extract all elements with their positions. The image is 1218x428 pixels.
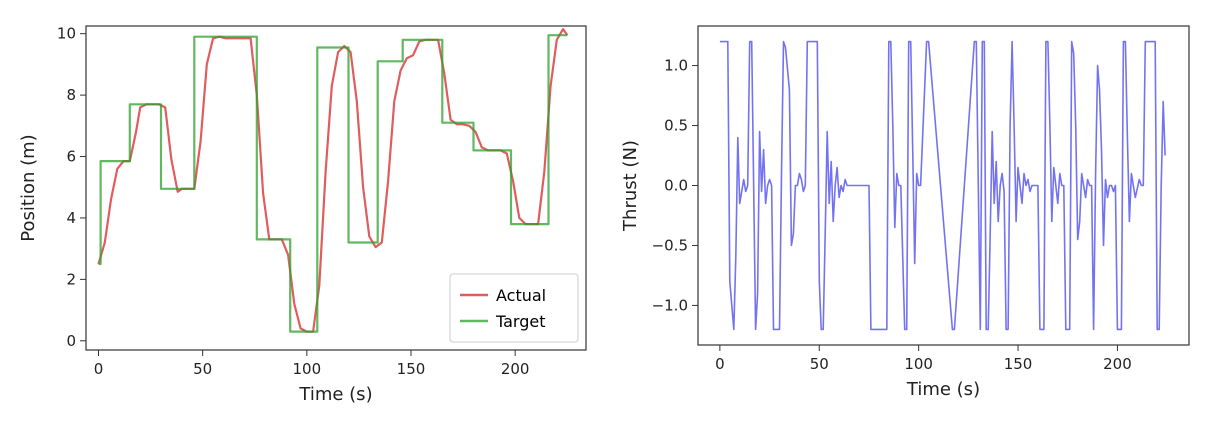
x-axis-title: Time (s)	[906, 379, 980, 400]
series-line-target	[98, 34, 568, 333]
y-tick-label: 0.0	[664, 177, 688, 195]
legend: Actual Target	[449, 273, 579, 343]
x-tick-label: 200	[1103, 355, 1132, 373]
plot-frame	[85, 25, 587, 351]
y-tick-label: 8	[66, 86, 76, 104]
x-axis-title: Time (s)	[298, 384, 372, 405]
x-tick-label: 150	[397, 360, 426, 378]
x-tick-label: 50	[810, 355, 829, 373]
legend-box	[449, 273, 579, 343]
y-tick-label: 2	[66, 270, 76, 288]
x-tick-label: 100	[904, 355, 933, 373]
y-tick-label: 6	[66, 148, 76, 166]
y-tick-label: 4	[66, 209, 76, 227]
y-axis-title: Position (m)	[18, 134, 39, 241]
x-tick-label: 100	[293, 360, 322, 378]
x-tick-label: 0	[94, 360, 104, 378]
y-tick-label: 0.5	[664, 117, 688, 135]
y-axis-title: Thrust (N)	[620, 140, 641, 232]
thrust-chart: 0 50 100 150 200 −1.0 −0.5 0.0 0.5 1.0 Time (s) Thr…	[620, 25, 1190, 400]
x-tick-label: 150	[1004, 355, 1033, 373]
legend-label-actual: Actual	[496, 286, 546, 305]
y-tick-label: −0.5	[652, 236, 688, 254]
legend-label-target: Target	[495, 312, 546, 331]
series-line-0	[719, 40, 1166, 331]
y-tick-label: 0	[66, 332, 76, 350]
x-tick-label: 200	[501, 360, 530, 378]
x-tick-label: 50	[193, 360, 212, 378]
x-tick-label: 0	[715, 355, 725, 373]
position-chart: 0 50 100 150 200 0 2 4 6 8 10 Time (s) Position (m) A…	[18, 25, 587, 405]
y-tick-label: 10	[57, 25, 76, 43]
y-tick-label: 1.0	[664, 57, 688, 75]
y-tick-label: −1.0	[652, 296, 688, 314]
